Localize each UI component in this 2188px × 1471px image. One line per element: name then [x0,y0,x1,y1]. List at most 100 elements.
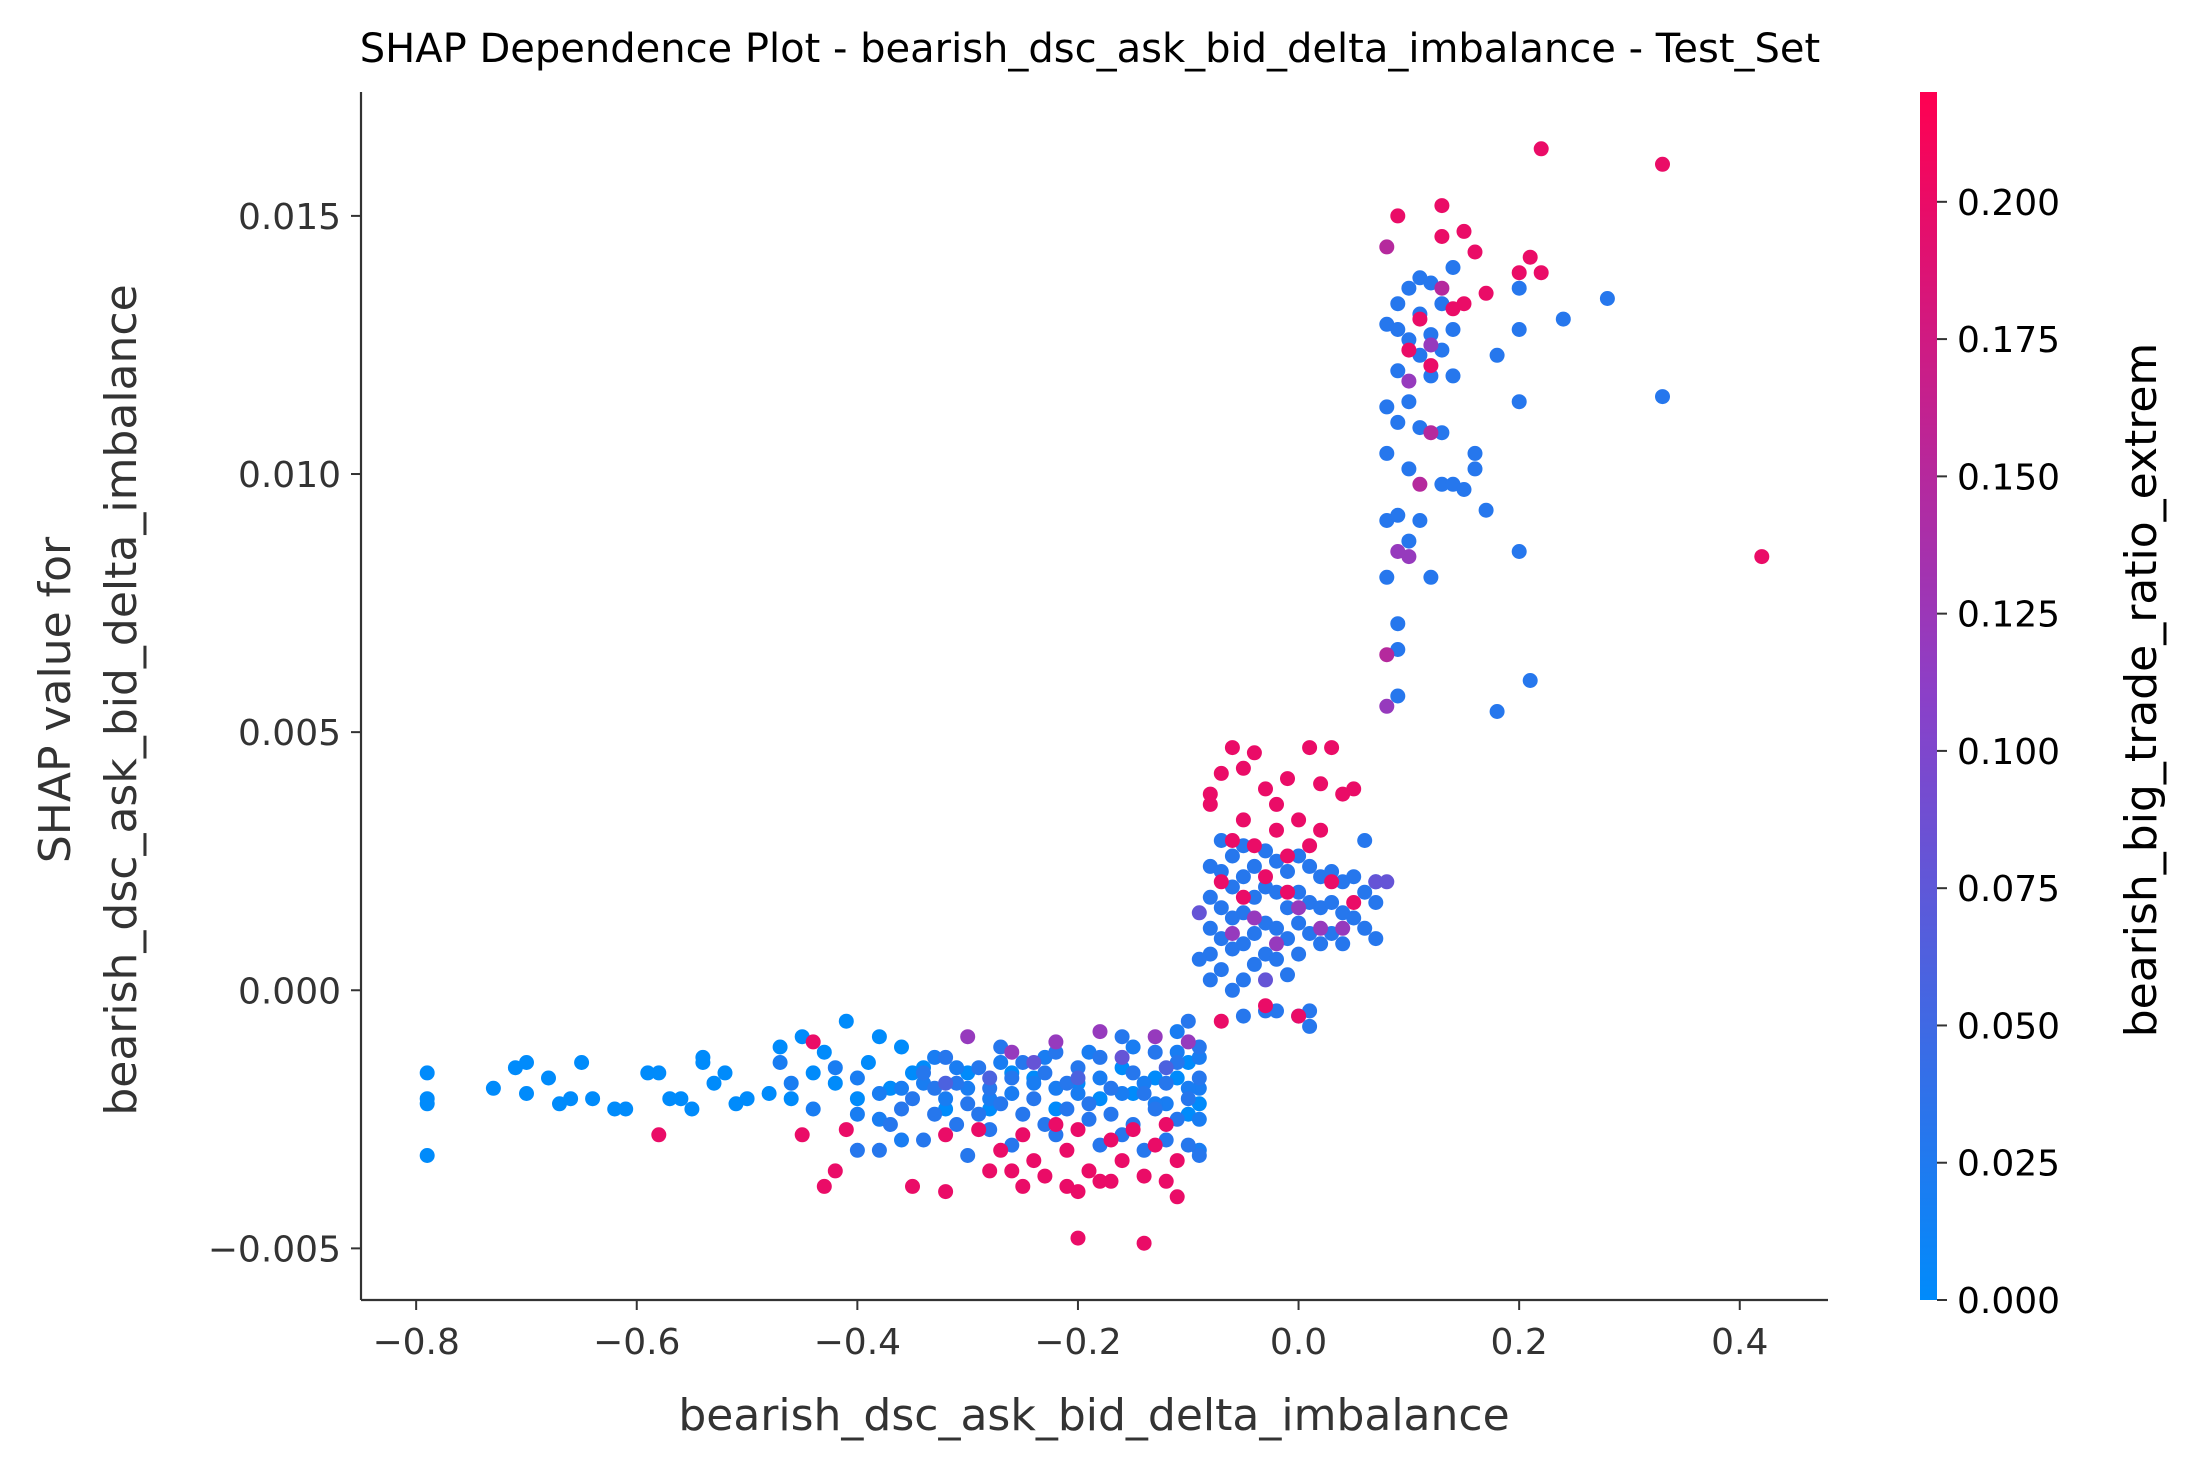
scatter-point [1533,141,1549,157]
scatter-point [1169,1189,1185,1205]
x-tick-label: −0.8 [372,1322,459,1363]
scatter-point [982,1163,998,1179]
colorbar-tick-label: 0.000 [1957,1281,2060,1322]
scatter-point [1390,322,1406,337]
scatter-point [1302,838,1318,854]
scatter-point [1235,760,1251,776]
scatter-point [993,1055,1009,1070]
scatter-point [1280,884,1295,900]
scatter-point [816,1044,832,1060]
scatter-point [761,1086,777,1101]
scatter-point [1478,502,1494,518]
chart-title: SHAP Dependence Plot - bearish_dsc_ask_b… [360,26,1820,72]
scatter-point [1390,363,1406,379]
scatter-point [1511,322,1527,337]
scatter-point [1346,869,1362,885]
scatter-point [927,1049,943,1065]
scatter-point [1180,1080,1196,1096]
scatter-point [585,1091,601,1107]
scatter-point [971,1122,987,1138]
scatter-point [1390,208,1406,224]
scatter-point [1335,920,1351,936]
scatter-point [1092,1070,1108,1086]
scatter-point [1467,244,1483,260]
x-tick-label: 0.0 [1270,1322,1327,1363]
scatter-point [783,1075,799,1091]
scatter-point [1070,1086,1086,1101]
scatter-point [1103,1106,1119,1122]
scatter-point [1092,1049,1108,1065]
scatter-point [1158,1060,1174,1076]
scatter-point [1224,926,1240,941]
scatter-point [1246,956,1262,972]
scatter-point [1081,1163,1097,1179]
scatter-point [960,1148,976,1163]
scatter-point [1246,889,1262,905]
scatter-point [1224,740,1240,756]
scatter-point [871,1029,887,1045]
scatter-point [772,1055,788,1070]
scatter-point [1655,389,1670,405]
scatter-point [1489,347,1505,363]
x-tick-label: 0.2 [1491,1322,1548,1363]
scatter-point [1379,569,1395,585]
scatter-point [1213,765,1229,781]
scatter-point [1390,296,1406,312]
colorbar-label: bearish_big_trade_ratio_extrem [2116,343,2167,1038]
scatter-point [1092,1173,1108,1189]
scatter-point [1136,1086,1152,1101]
scatter-point [519,1055,534,1070]
scatter-point [717,1065,733,1081]
scatter-point [1026,1091,1042,1107]
scatter-point [706,1075,722,1091]
scatter-point [927,1106,943,1122]
scatter-point [1246,838,1262,854]
scatter-point [1169,1024,1185,1040]
scatter-point [827,1060,843,1076]
scatter-point [1258,869,1273,885]
scatter-point [1401,332,1417,348]
scatter-point [1522,249,1538,265]
scatter-point [1390,507,1406,523]
colorbar-tick-label: 0.100 [1957,732,2060,773]
scatter-point [1269,822,1284,838]
scatter-point [1522,673,1538,688]
scatter-point [860,1055,876,1070]
scatter-point [1324,864,1340,879]
scatter-point [1235,972,1251,988]
scatter-point [1015,1106,1031,1122]
scatter-point [1390,616,1406,632]
scatter-point [1136,1168,1152,1184]
scatter-point [1048,1034,1064,1050]
scatter-point [1202,889,1218,905]
scatter-points [419,141,1770,1251]
scatter-point [1235,1008,1251,1024]
scatter-point [1291,1008,1307,1024]
scatter-point [1379,239,1395,255]
scatter-point [1070,1122,1086,1138]
scatter-point [662,1091,678,1107]
scatter-point [1224,982,1240,998]
scatter-point [1059,1101,1075,1117]
scatter-point [1235,869,1251,885]
scatter-point [838,1122,854,1138]
scatter-point [1246,858,1262,874]
scatter-point [519,1086,534,1101]
scatter-point [1401,342,1417,358]
scatter-point [651,1127,667,1143]
scatter-point [1423,368,1439,384]
scatter-point [1026,1075,1042,1091]
scatter-point [1004,1163,1020,1179]
scatter-point [1103,1080,1119,1096]
scatter-point [1180,1013,1196,1029]
scatter-point [1302,858,1318,874]
scatter-point [673,1091,689,1107]
scatter-point [1280,900,1295,916]
scatter-point [739,1091,755,1107]
y-axis-ticks: −0.005 0.000 0.005 0.010 0.015 [208,197,361,1270]
scatter-point [1511,394,1527,410]
x-tick-label: −0.2 [1034,1322,1121,1363]
scatter-point [1269,920,1284,936]
scatter-point [1147,1137,1163,1153]
y-axis-label-line-2-text: bearish_dsc_ask_bid_delta_imbalance [96,284,147,1115]
